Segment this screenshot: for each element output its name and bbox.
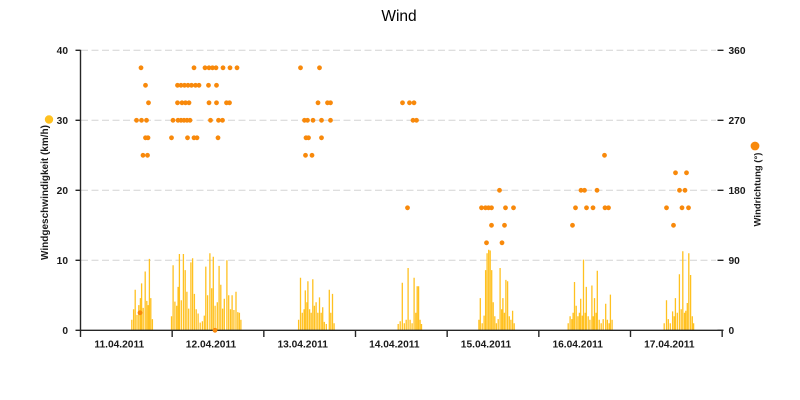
svg-text:13.04.2011: 13.04.2011 bbox=[277, 340, 328, 351]
svg-text:Wind: Wind bbox=[381, 8, 416, 25]
svg-text:10: 10 bbox=[57, 256, 69, 267]
svg-text:180: 180 bbox=[729, 186, 746, 197]
svg-text:12.04.2011: 12.04.2011 bbox=[186, 340, 237, 351]
svg-text:20: 20 bbox=[57, 186, 69, 197]
svg-text:360: 360 bbox=[729, 46, 746, 57]
svg-text:30: 30 bbox=[57, 116, 69, 127]
svg-text:16.04.2011: 16.04.2011 bbox=[552, 340, 603, 351]
svg-text:90: 90 bbox=[729, 256, 741, 267]
svg-text:270: 270 bbox=[729, 116, 746, 127]
svg-text:Windgeschwindigkeit (km/h): Windgeschwindigkeit (km/h) bbox=[40, 125, 51, 260]
svg-text:15.04.2011: 15.04.2011 bbox=[461, 340, 512, 351]
svg-text:14.04.2011: 14.04.2011 bbox=[369, 340, 420, 351]
svg-text:0: 0 bbox=[729, 326, 735, 337]
svg-text:17.04.2011: 17.04.2011 bbox=[644, 340, 695, 351]
svg-text:Windrichtung (°): Windrichtung (°) bbox=[753, 153, 764, 227]
svg-text:0: 0 bbox=[62, 326, 68, 337]
svg-text:40: 40 bbox=[57, 46, 69, 57]
svg-text:11.04.2011: 11.04.2011 bbox=[94, 340, 144, 351]
